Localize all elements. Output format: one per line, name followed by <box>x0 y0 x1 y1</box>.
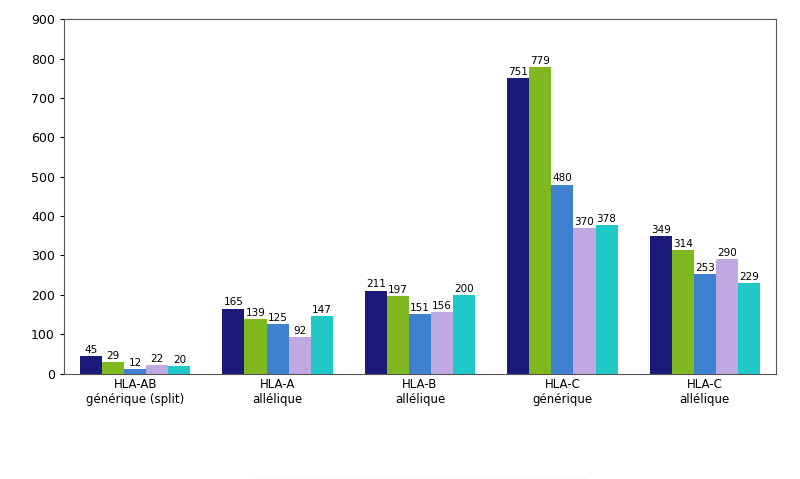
Bar <box>124 369 146 374</box>
Bar <box>672 250 694 374</box>
Text: 147: 147 <box>312 305 332 315</box>
Text: 480: 480 <box>553 173 572 183</box>
Text: 197: 197 <box>388 285 408 295</box>
Text: 151: 151 <box>410 303 430 313</box>
Bar <box>245 319 266 374</box>
Bar <box>146 365 168 374</box>
Bar <box>431 312 453 374</box>
Bar <box>222 308 245 374</box>
Bar <box>266 324 289 374</box>
Bar <box>80 356 102 374</box>
Text: 200: 200 <box>454 284 474 294</box>
Text: 314: 314 <box>673 239 693 249</box>
Bar <box>595 225 618 374</box>
Text: 349: 349 <box>650 225 670 235</box>
Text: 125: 125 <box>268 313 287 323</box>
Text: 92: 92 <box>293 326 306 336</box>
Text: 229: 229 <box>739 272 759 282</box>
Text: 378: 378 <box>597 214 617 224</box>
Text: 139: 139 <box>246 308 266 318</box>
Text: 45: 45 <box>85 345 98 355</box>
Bar <box>365 291 387 374</box>
Bar <box>574 228 595 374</box>
Bar <box>453 295 475 374</box>
Text: 165: 165 <box>223 297 243 308</box>
Bar <box>694 274 716 374</box>
Text: 253: 253 <box>695 263 714 273</box>
Text: 156: 156 <box>432 301 452 311</box>
Bar <box>289 337 310 374</box>
Text: 211: 211 <box>366 279 386 289</box>
Bar <box>168 366 190 374</box>
Text: 290: 290 <box>717 248 737 258</box>
Text: 751: 751 <box>508 67 528 77</box>
Bar <box>310 316 333 374</box>
Bar <box>507 78 530 374</box>
Bar <box>738 284 760 374</box>
Bar <box>551 184 574 374</box>
Bar <box>716 260 738 374</box>
Text: 12: 12 <box>129 358 142 368</box>
Bar <box>102 362 124 374</box>
Text: 370: 370 <box>574 217 594 227</box>
Text: 20: 20 <box>173 354 186 365</box>
Text: 779: 779 <box>530 56 550 66</box>
Bar <box>530 67 551 374</box>
Bar <box>387 296 409 374</box>
Bar <box>409 314 431 374</box>
Text: 22: 22 <box>150 354 164 364</box>
Bar <box>650 236 672 374</box>
Text: 29: 29 <box>106 351 120 361</box>
